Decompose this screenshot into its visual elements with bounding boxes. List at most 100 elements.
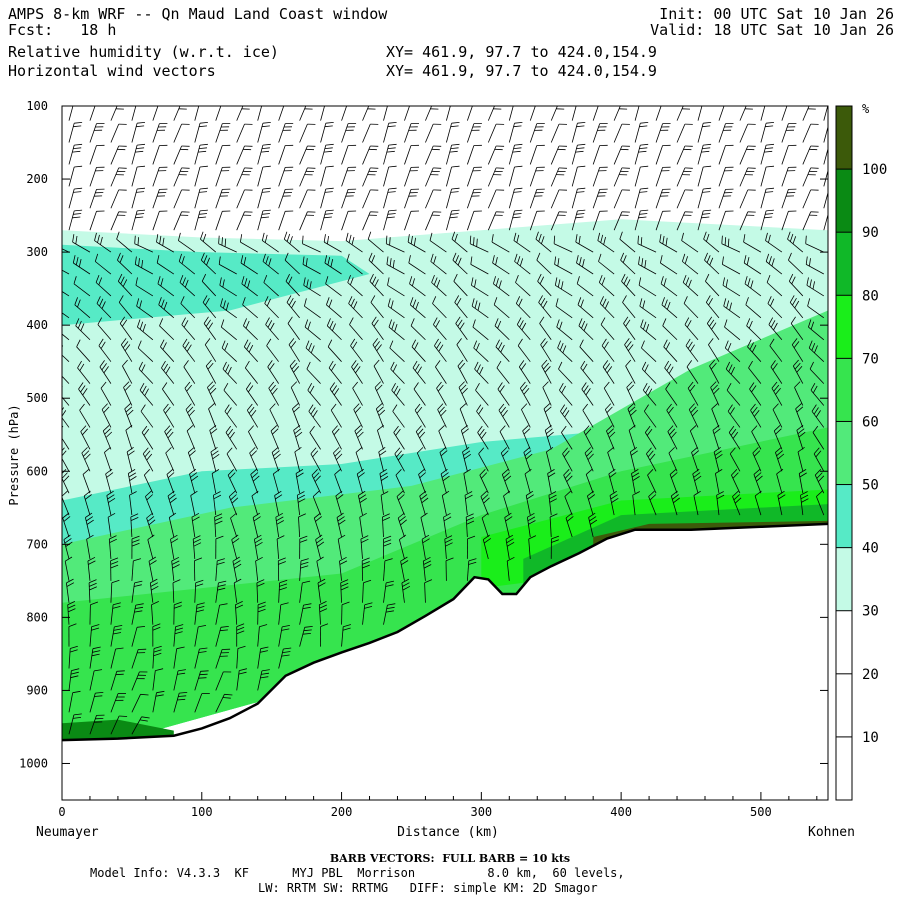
wind-barb-staff [97,324,112,341]
wind-barb-staff [190,495,196,516]
wind-barb-feather [82,428,88,436]
wind-barb-feather [163,403,169,411]
wind-barb [407,234,426,253]
wind-barb-feather [642,300,646,309]
wind-barb [236,106,252,121]
wind-barb [445,557,454,581]
wind-barb-feather [582,363,588,371]
wind-barb [613,211,630,231]
wind-barb [660,276,678,297]
wind-barb-feather [357,431,364,438]
wind-barb-feather [295,431,303,438]
wind-barb-feather [547,431,554,438]
wind-barb-feather [135,277,138,286]
wind-barb-feather [135,603,144,606]
wind-barb-feather [123,381,130,388]
wind-barb-feather [125,424,133,431]
wind-barb-feather [268,258,272,267]
wind-barb-feather [422,538,430,544]
wind-barb [808,319,825,341]
wind-barb-feather [74,143,83,146]
wind-barb-feather [323,150,332,153]
wind-barb-feather [95,692,104,694]
wind-barb-feather [492,255,495,264]
colorbar-tick-label: 40 [862,541,879,557]
wind-barb-staff [739,189,749,209]
wind-barb-feather [523,387,530,395]
wind-barb-feather [86,534,94,540]
wind-barb [555,298,573,319]
wind-barb-feather [276,516,284,522]
wind-barb-feather [461,387,468,395]
wind-barb [222,361,238,384]
wind-barb-feather [543,403,551,410]
wind-barb-staff [230,517,238,538]
wind-barb-feather [63,516,71,522]
wind-barb-feather [729,302,732,311]
wind-barb [518,360,531,384]
wind-barb-feather [212,453,220,460]
wind-barb-staff [550,189,560,209]
wind-barb-staff [718,106,725,121]
wind-barb [183,360,196,384]
wind-barb-feather [640,101,648,102]
wind-barb-feather [647,388,653,396]
wind-barb-feather [152,623,161,627]
wind-barb-staff [104,452,112,472]
wind-barb-staff [194,693,203,713]
wind-barb-feather [611,497,619,503]
wind-barb-feather [579,339,584,347]
wind-barb-feather [362,561,370,565]
wind-barb [823,213,828,231]
wind-barb [691,446,700,472]
wind-barb-feather [668,447,675,454]
wind-barb-feather [74,122,83,124]
wind-barb-feather [415,425,422,432]
wind-barb-feather [666,403,672,411]
wind-barb [731,469,741,494]
wind-barb-feather [139,321,144,330]
wind-barb [619,231,636,253]
wind-barb-feather [327,235,329,244]
wind-barb [362,189,379,209]
wind-barb-feather [324,191,333,193]
colorbar-bin [836,295,852,359]
wind-barb-feather [205,319,211,327]
wind-barb [257,624,268,647]
wind-barb-staff [607,452,615,472]
wind-barb [362,211,379,231]
wind-barb-feather [268,381,275,389]
x-start-station: Neumayer [36,825,99,840]
wind-barb [299,626,313,647]
wind-barb [89,692,104,713]
wind-barb-staff [487,106,495,121]
wind-barb-feather [359,512,367,518]
wind-barb-feather [75,257,79,265]
field-label-wind: Horizontal wind vectors [8,62,216,80]
wind-barb-feather [122,341,129,349]
wind-barb-feather [95,274,100,283]
wind-barb-feather [75,318,80,326]
wind-barb-feather [535,231,539,240]
wind-barb-feather [377,424,384,431]
wind-barb [704,252,720,275]
wind-barb [312,490,321,516]
wind-barb [409,276,426,297]
wind-barb-feather [124,384,131,391]
wind-barb [117,273,133,297]
wind-barb-feather [333,428,340,436]
wind-barb-feather [429,232,433,241]
wind-barb [660,255,678,275]
wind-barb-staff [131,166,138,187]
wind-barb-feather [522,425,529,432]
wind-barb [287,316,300,341]
wind-barb-feather [134,256,137,265]
wind-barb [462,446,472,472]
wind-barb [214,513,223,538]
wind-barb [276,535,285,559]
wind-barb-feather [553,235,556,244]
wind-barb-feather [562,447,569,455]
wind-barb-feather [600,234,604,243]
wind-barb-feather [388,187,397,190]
wind-barb [807,298,825,319]
